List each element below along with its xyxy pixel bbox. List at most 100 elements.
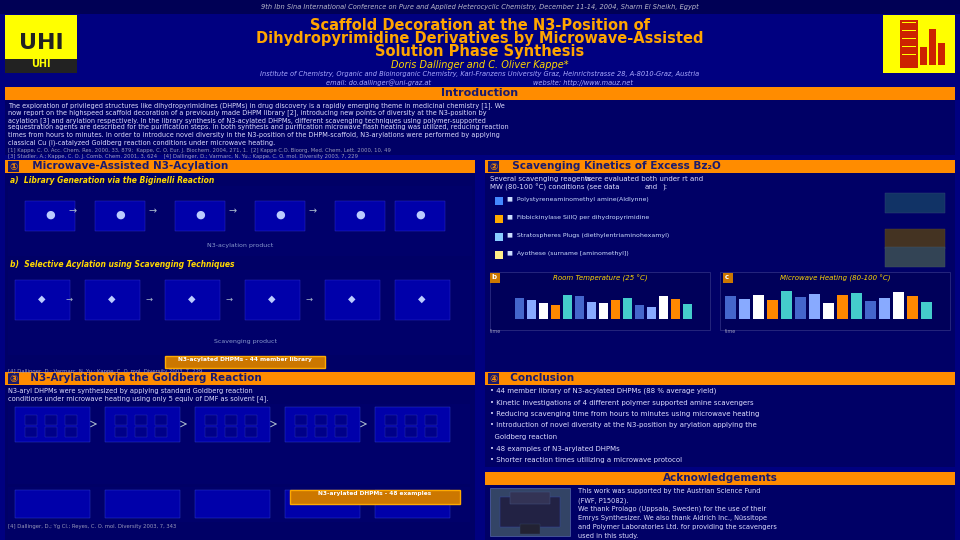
- Bar: [907, 296, 918, 319]
- Text: • 44 member library of N3-acylated DHPMs (88 % average yield): • 44 member library of N3-acylated DHPMs…: [490, 388, 716, 395]
- Bar: [8, 404, 470, 484]
- Bar: [599, 303, 608, 319]
- Bar: [488, 161, 499, 172]
- Bar: [8, 270, 472, 355]
- Text: ■  Stratospheres Plugs (diethylentriaminohexamyl): ■ Stratospheres Plugs (diethylentriamino…: [507, 233, 669, 238]
- Bar: [920, 48, 927, 65]
- Bar: [683, 305, 692, 319]
- Bar: [155, 427, 167, 437]
- Bar: [902, 46, 916, 47]
- Text: and Polymer Laboratories Ltd. for providing the scavengers: and Polymer Laboratories Ltd. for provid…: [578, 524, 777, 530]
- Bar: [823, 303, 834, 319]
- Bar: [659, 296, 668, 319]
- Text: N3-acylation product: N3-acylation product: [206, 242, 274, 247]
- Bar: [295, 427, 307, 437]
- Bar: [8, 373, 19, 384]
- Text: • Shorter reaction times utilizing a microwave protocol: • Shorter reaction times utilizing a mic…: [490, 457, 683, 463]
- Text: ●: ●: [195, 210, 204, 220]
- Text: b: b: [492, 274, 496, 280]
- Bar: [165, 356, 325, 368]
- Bar: [485, 485, 955, 540]
- Text: ◆: ◆: [38, 294, 46, 304]
- Bar: [15, 490, 90, 518]
- Text: ①: ①: [9, 162, 17, 172]
- Bar: [485, 472, 955, 485]
- Bar: [375, 490, 450, 518]
- Bar: [95, 201, 145, 231]
- Bar: [115, 427, 127, 437]
- Text: • 48 examples of N3-arylated DHPMs: • 48 examples of N3-arylated DHPMs: [490, 446, 620, 451]
- Bar: [485, 372, 955, 385]
- Bar: [105, 490, 180, 518]
- Text: Dihydropyrimidine Derivatives by Microwave-Assisted: Dihydropyrimidine Derivatives by Microwa…: [256, 31, 704, 46]
- Bar: [902, 41, 909, 65]
- Bar: [85, 280, 140, 320]
- Text: We thank Prolago (Uppsala, Sweden) for the use of their: We thank Prolago (Uppsala, Sweden) for t…: [578, 506, 766, 512]
- Text: ◆: ◆: [268, 294, 276, 304]
- Text: This work was supported by the Austrian Science Fund: This work was supported by the Austrian …: [578, 488, 760, 494]
- Bar: [647, 307, 656, 319]
- Bar: [0, 0, 960, 14]
- Bar: [921, 301, 932, 319]
- Text: • Introduction of novel diversity at the N3-position by arylation applying the: • Introduction of novel diversity at the…: [490, 422, 756, 429]
- Text: ●: ●: [355, 210, 365, 220]
- Bar: [5, 173, 475, 371]
- Bar: [105, 407, 180, 442]
- Bar: [375, 407, 450, 442]
- Text: • Reducing scavenging time from hours to minutes using microwave heating: • Reducing scavenging time from hours to…: [490, 411, 759, 417]
- Bar: [5, 372, 475, 385]
- Text: →: →: [226, 294, 232, 303]
- Bar: [635, 305, 644, 319]
- Bar: [175, 201, 225, 231]
- Bar: [495, 197, 503, 205]
- Bar: [5, 87, 955, 100]
- Bar: [325, 280, 380, 320]
- Bar: [495, 215, 503, 223]
- Bar: [5, 100, 955, 155]
- Text: time: time: [725, 329, 736, 334]
- Text: ■  Ayothese (surname [aminomethyl]): ■ Ayothese (surname [aminomethyl]): [507, 251, 629, 256]
- Bar: [611, 300, 620, 319]
- Bar: [865, 301, 876, 319]
- Bar: [879, 298, 890, 319]
- Bar: [885, 229, 945, 249]
- Text: ◆: ◆: [188, 294, 196, 304]
- Bar: [883, 15, 955, 73]
- Text: →: →: [309, 206, 317, 216]
- Text: N3-Arylation via the Goldberg Reaction: N3-Arylation via the Goldberg Reaction: [23, 373, 262, 383]
- Text: time: time: [490, 329, 501, 334]
- Bar: [851, 293, 862, 319]
- Bar: [25, 415, 37, 425]
- Text: ◆: ◆: [348, 294, 356, 304]
- Text: Conclusion: Conclusion: [503, 373, 574, 383]
- Text: ②: ②: [489, 162, 497, 172]
- Bar: [335, 201, 385, 231]
- Bar: [335, 415, 347, 425]
- Bar: [315, 427, 327, 437]
- Bar: [781, 291, 792, 319]
- Bar: [385, 415, 397, 425]
- Text: email: do.dallinger@uni-graz.at                                                w: email: do.dallinger@uni-graz.at w: [326, 79, 634, 86]
- Bar: [490, 273, 500, 283]
- Bar: [795, 298, 806, 319]
- Text: ■  Fibbickinylase SilIQ per dihydropyrimidine: ■ Fibbickinylase SilIQ per dihydropyrimi…: [507, 215, 649, 220]
- Bar: [753, 294, 764, 319]
- Text: were evaluated both under rt and: were evaluated both under rt and: [585, 176, 703, 182]
- Text: ●: ●: [276, 210, 285, 220]
- Text: [4] Dallinger, D.; Yg Cl.; Reyes, C. O. mol. Diversity 2003, 7, 343: [4] Dallinger, D.; Yg Cl.; Reyes, C. O. …: [8, 524, 177, 529]
- Bar: [285, 407, 360, 442]
- Bar: [5, 160, 475, 173]
- Bar: [165, 280, 220, 320]
- Text: ●: ●: [415, 210, 425, 220]
- Bar: [8, 487, 470, 522]
- Bar: [25, 201, 75, 231]
- Bar: [488, 373, 499, 384]
- Bar: [405, 427, 417, 437]
- Bar: [395, 201, 445, 231]
- Text: b)  Selective Acylation using Scavenging Techniques: b) Selective Acylation using Scavenging …: [10, 260, 234, 269]
- Bar: [225, 427, 237, 437]
- Text: Several scavenging reagents: Several scavenging reagents: [490, 176, 591, 182]
- Bar: [45, 427, 57, 437]
- Bar: [335, 427, 347, 437]
- Text: →: →: [65, 294, 73, 303]
